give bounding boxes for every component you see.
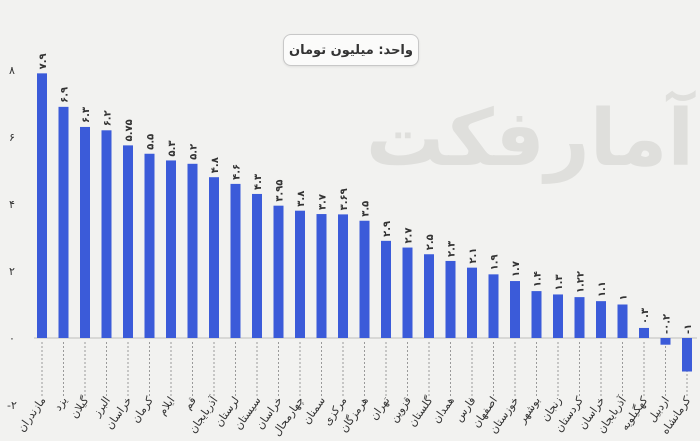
bar bbox=[273, 205, 284, 338]
value-label: ۲.۱ bbox=[468, 248, 479, 264]
unit-label: واحد: میلیون تومان bbox=[289, 42, 413, 58]
value-label: -۱ bbox=[683, 324, 694, 334]
value-label: ۴.۸ bbox=[210, 157, 221, 173]
value-label: ۶.۳ bbox=[81, 107, 92, 123]
value-label: ۷.۹ bbox=[38, 53, 49, 69]
value-labels: ۷.۹ ۶.۹ ۶.۳ ۶.۲ ۵.۷۵ ۵.۵ ۵.۳ ۵.۲ ۴.۸ ۴.۶ ۴.۳ ۳.۹۵ ۳.… bbox=[38, 53, 694, 334]
value-label: ۵.۳ bbox=[167, 140, 178, 156]
category-label: ایلام bbox=[156, 394, 178, 417]
category-label: قم bbox=[181, 394, 199, 412]
bar bbox=[467, 267, 477, 338]
bar bbox=[230, 183, 241, 338]
bar bbox=[58, 106, 69, 338]
value-label: -۰.۲ bbox=[662, 314, 673, 334]
value-label: ۲.۷ bbox=[404, 228, 415, 244]
bar bbox=[531, 291, 542, 338]
bar bbox=[424, 254, 434, 338]
value-label: ۴.۶ bbox=[232, 164, 243, 180]
value-label: ۶.۹ bbox=[60, 87, 71, 103]
y-tick-label: ۴ bbox=[9, 198, 15, 211]
bar bbox=[617, 304, 628, 338]
bar bbox=[338, 214, 348, 338]
bar bbox=[359, 220, 370, 338]
bar bbox=[316, 214, 327, 338]
category-label: بوشهر bbox=[515, 394, 543, 426]
value-label: ۱.۲۲ bbox=[576, 271, 587, 293]
bar bbox=[123, 145, 133, 338]
bar bbox=[510, 281, 520, 338]
value-label: ۵.۷۵ bbox=[124, 119, 135, 141]
bars bbox=[37, 73, 692, 372]
value-label: ۳.۸ bbox=[296, 191, 307, 207]
unit-label-box: واحد: میلیون تومان bbox=[283, 34, 419, 66]
bar bbox=[381, 240, 391, 338]
value-label: ۱.۷ bbox=[511, 261, 522, 277]
y-tick-label: ۸ bbox=[9, 64, 15, 77]
bar bbox=[166, 160, 176, 338]
value-label: ۲.۵ bbox=[425, 234, 436, 250]
bar bbox=[639, 327, 649, 338]
category-label: گیلان bbox=[67, 394, 91, 421]
category-label: گلستان bbox=[406, 394, 436, 429]
bar bbox=[295, 210, 305, 338]
y-tick-label: ۰ bbox=[9, 332, 15, 345]
bar bbox=[187, 163, 198, 338]
watermark-logo: آمارفکت bbox=[366, 90, 696, 184]
value-label: ۶.۲ bbox=[103, 110, 114, 126]
bar bbox=[402, 247, 413, 338]
value-label: ۲.۹ bbox=[382, 221, 393, 237]
category-label: مازندران bbox=[15, 394, 49, 434]
bar bbox=[574, 297, 585, 338]
y-tick-label: ۶ bbox=[9, 131, 15, 144]
value-label: ۳.۶۹ bbox=[339, 188, 350, 210]
bar bbox=[209, 177, 219, 338]
value-label: ۱.۴ bbox=[533, 271, 544, 287]
bar bbox=[144, 153, 155, 338]
value-label: ۱.۱ bbox=[597, 281, 608, 297]
bar bbox=[682, 338, 692, 372]
y-tick-label: -۲ bbox=[7, 399, 17, 412]
bar bbox=[596, 301, 606, 338]
value-label: ۰.۳ bbox=[640, 308, 651, 324]
bar bbox=[80, 126, 90, 338]
category-label: کرمان bbox=[129, 394, 157, 426]
bar bbox=[488, 274, 499, 338]
value-label: ۳.۵ bbox=[361, 201, 372, 217]
bar bbox=[660, 338, 671, 345]
value-label: ۳.۹۵ bbox=[275, 180, 286, 202]
bar bbox=[37, 73, 47, 338]
value-label: ۳.۷ bbox=[318, 194, 329, 210]
category-label: یزد bbox=[51, 394, 70, 413]
value-label: ۱.۳ bbox=[554, 274, 565, 290]
bar bbox=[445, 260, 456, 338]
bar bbox=[553, 294, 563, 338]
value-label: ۵.۲ bbox=[189, 144, 200, 160]
bar bbox=[101, 130, 112, 338]
category-label: همدان bbox=[430, 394, 457, 425]
value-label: ۱.۹ bbox=[490, 254, 501, 270]
value-label: ۵.۵ bbox=[146, 134, 157, 150]
value-label: ۴.۳ bbox=[253, 174, 264, 190]
value-label: ۱ bbox=[619, 294, 630, 300]
y-tick-label: ۲ bbox=[9, 265, 15, 278]
bar bbox=[252, 193, 262, 338]
value-label: ۲.۳ bbox=[447, 241, 458, 257]
